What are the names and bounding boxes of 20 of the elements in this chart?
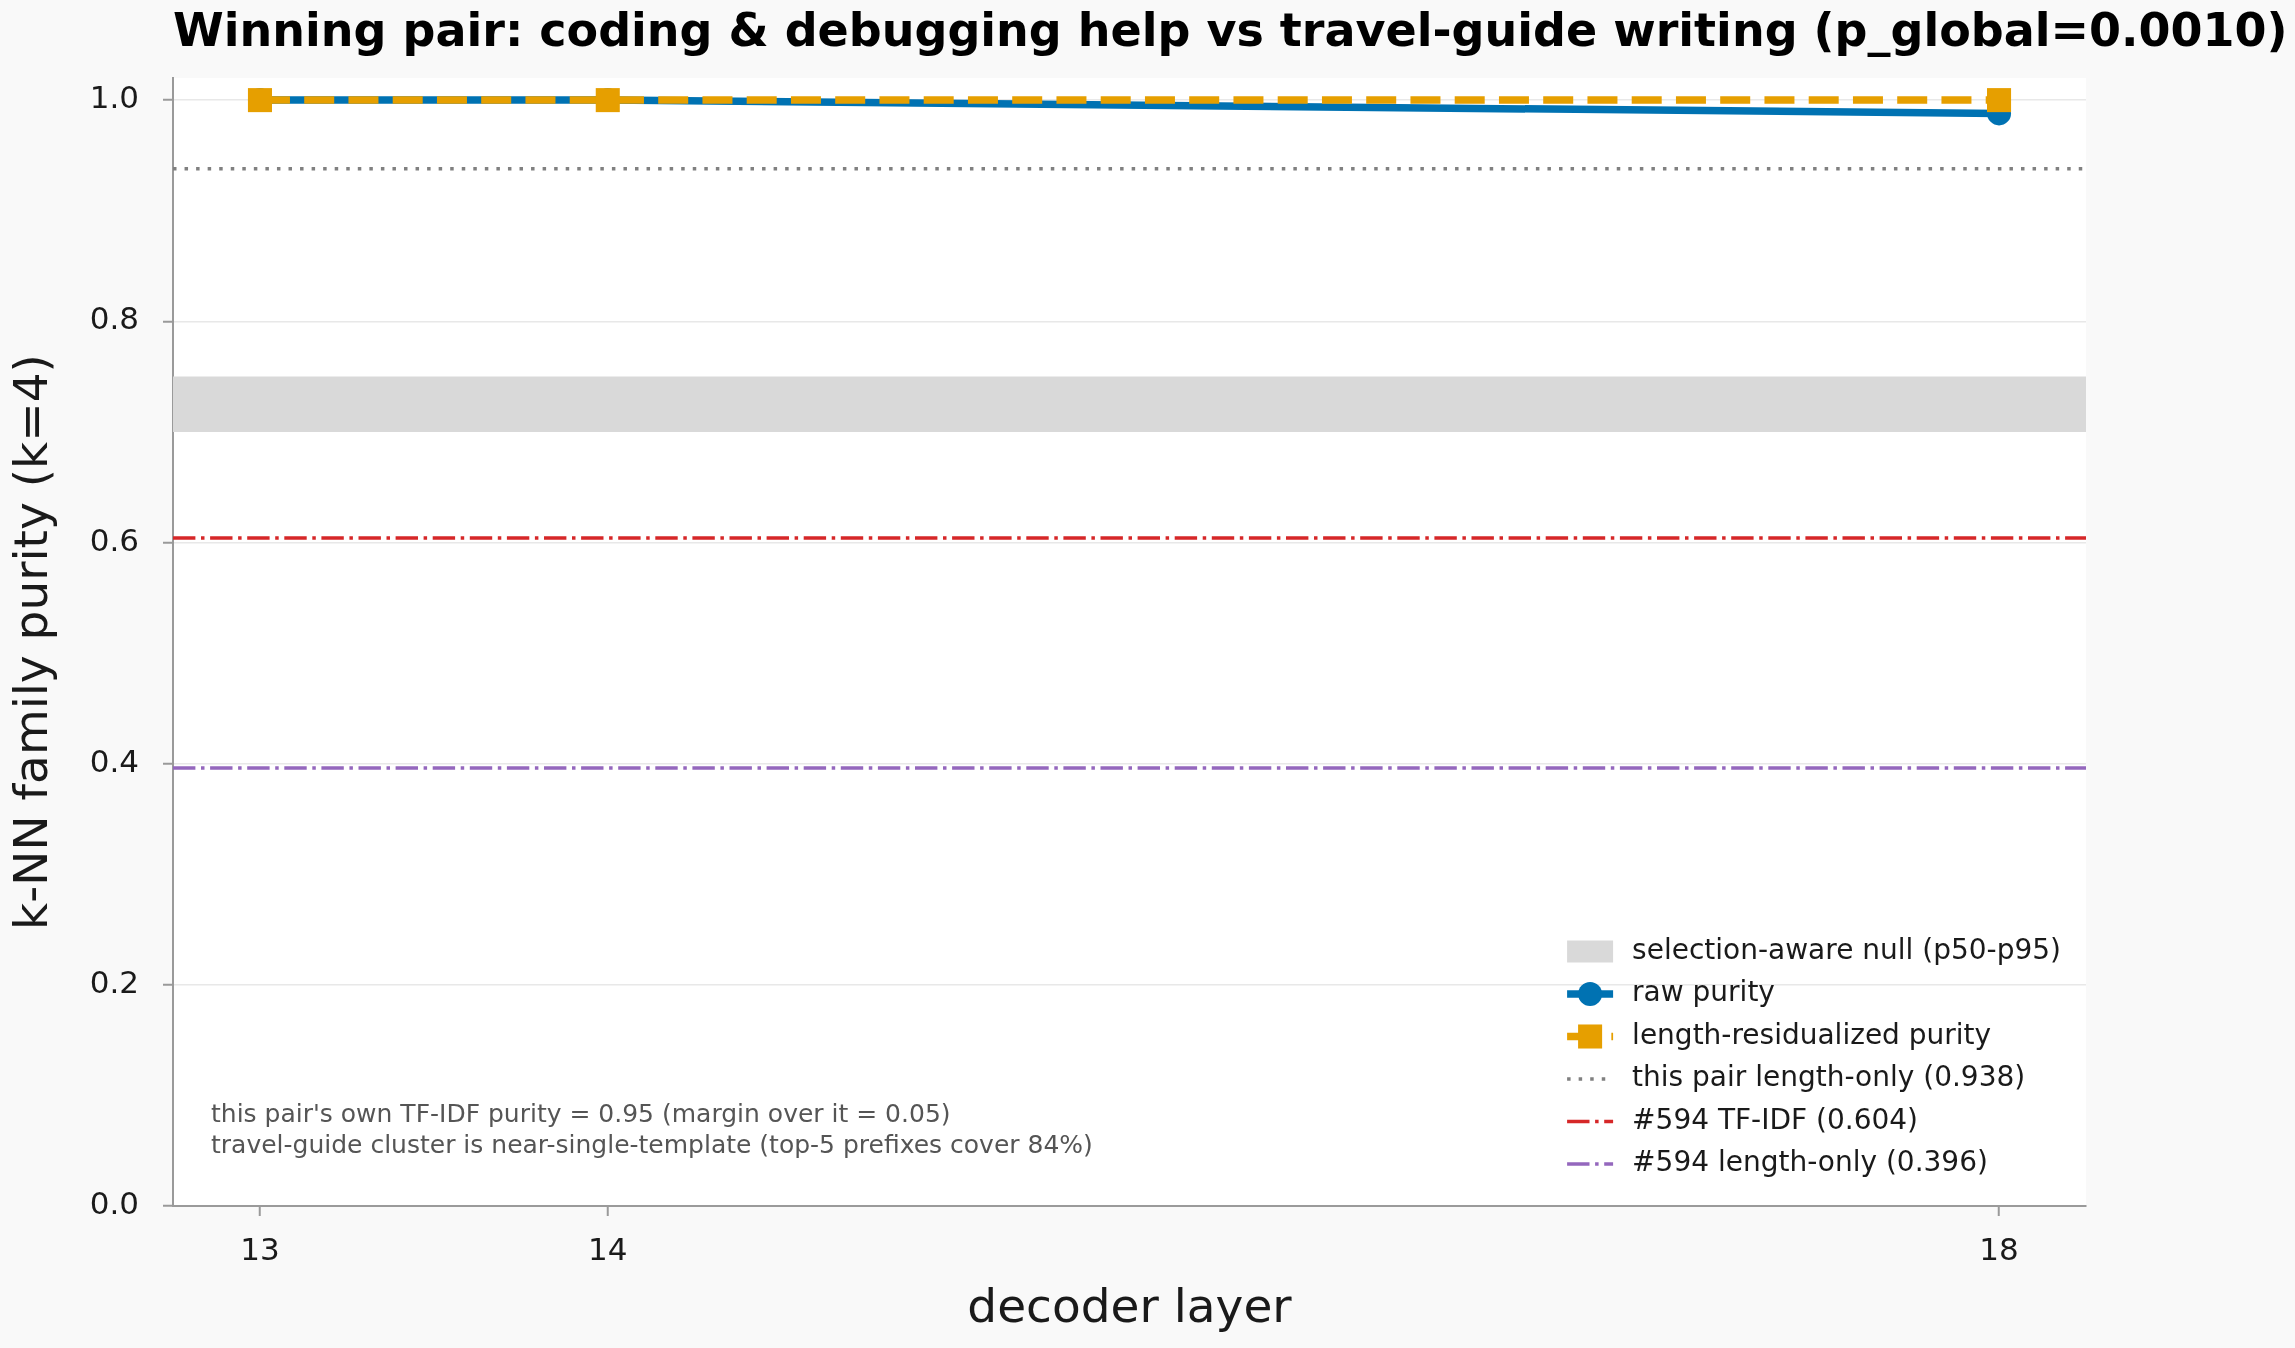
legend-label: raw purity <box>1632 975 1775 1009</box>
legend-label: #594 length-only (0.396) <box>1632 1145 1988 1179</box>
x-tick-label: 13 <box>240 1230 280 1267</box>
legend-label: #594 TF-IDF (0.604) <box>1632 1102 1919 1136</box>
legend-label: this pair length-only (0.938) <box>1632 1060 2026 1094</box>
x-axis-title: decoder layer <box>967 1278 1293 1333</box>
x-tick-label: 18 <box>1979 1230 2019 1267</box>
annotation: travel-guide cluster is near-single-template (top-5 prefixes cover 84%) <box>211 1129 1093 1159</box>
y-tick-label: 0.0 <box>89 1185 139 1222</box>
x-tick-label: 14 <box>588 1230 628 1267</box>
y-axis-title: k-NN family purity (k=4) <box>3 354 59 930</box>
y-tick-label: 0.4 <box>89 742 139 779</box>
chart-title: Winning pair: coding & debugging help vs travel-guide writing (p_global=0.0010) <box>173 2 2288 57</box>
y-tick-label: 1.0 <box>89 79 139 116</box>
legend-label: length-residualized purity <box>1632 1017 1992 1051</box>
y-tick-label: 0.8 <box>89 300 139 337</box>
y-tick-label: 0.6 <box>89 521 139 558</box>
legend-label: selection-aware null (p50-p95) <box>1632 932 2062 966</box>
annotation: this pair's own TF-IDF purity = 0.95 (margin over it = 0.05) <box>211 1098 951 1128</box>
y-tick-label: 0.2 <box>89 963 139 1000</box>
